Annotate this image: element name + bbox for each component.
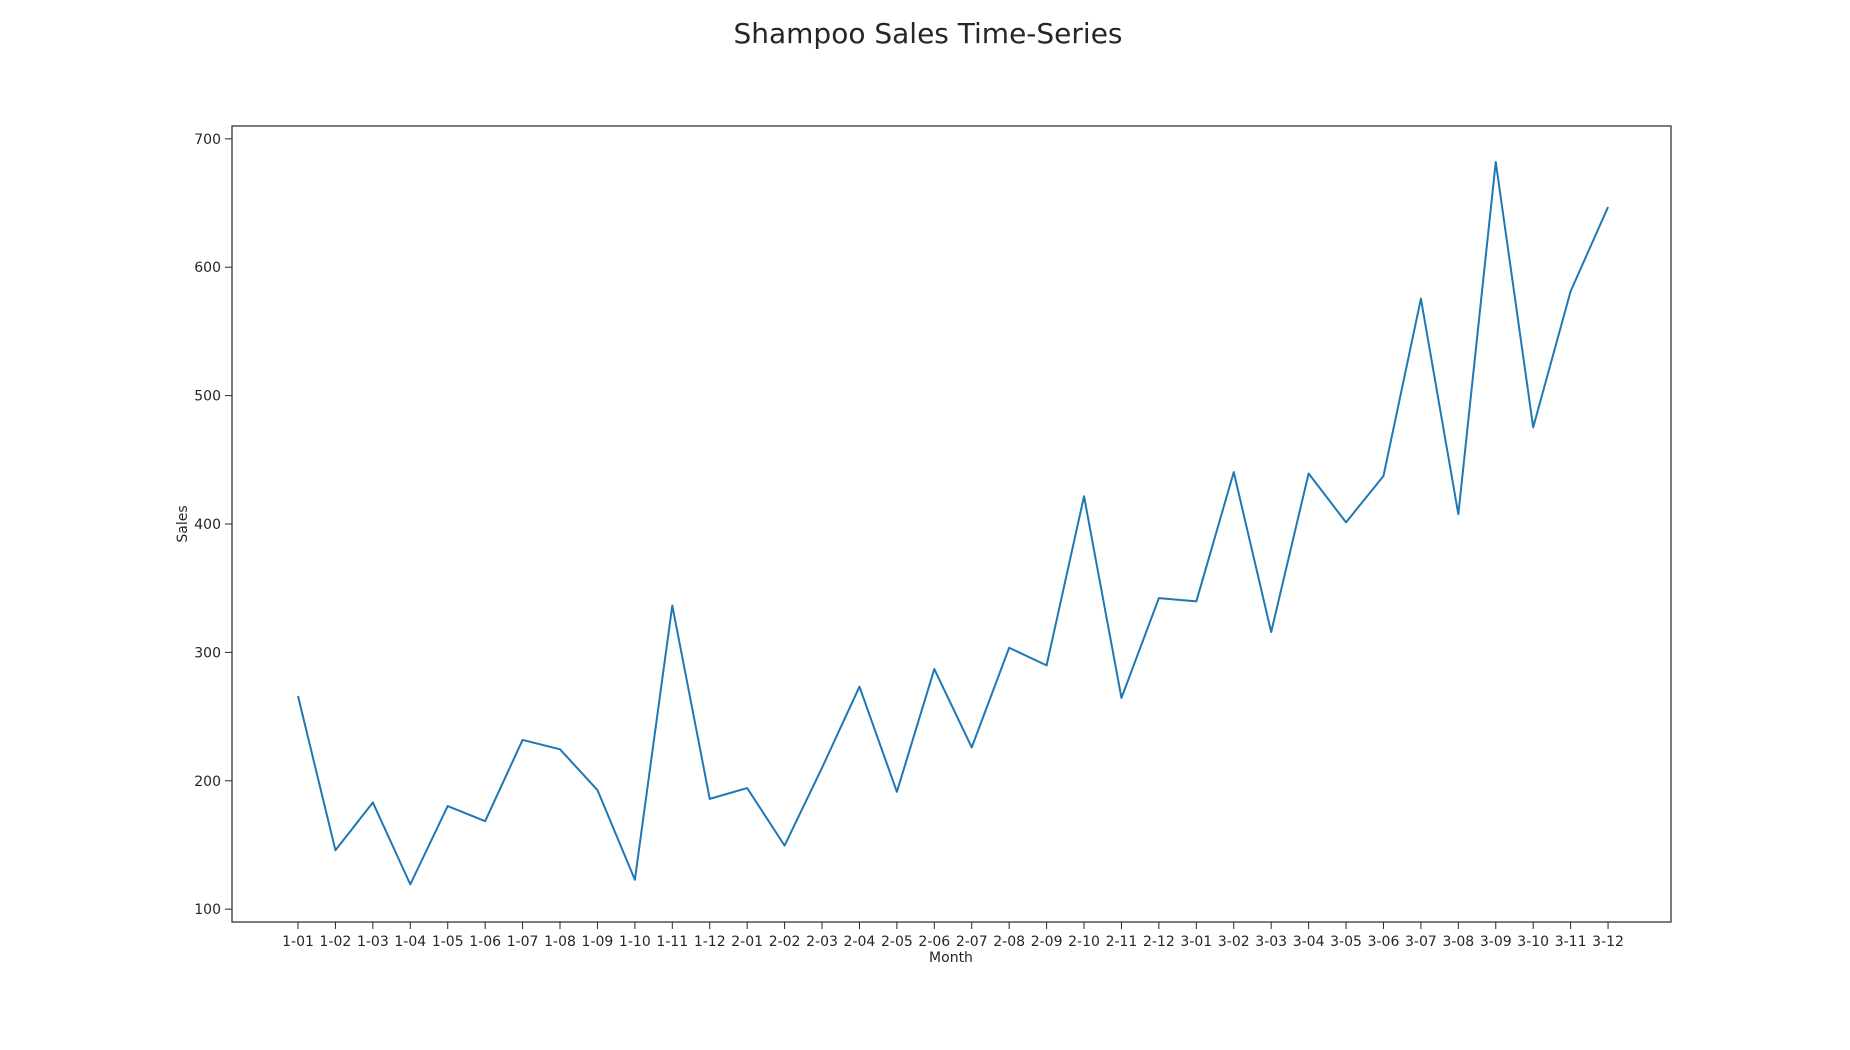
series-line-sales <box>297 160 1609 886</box>
x-tick-label: 3-12 <box>1592 934 1624 950</box>
data-point <box>1231 469 1237 475</box>
data-point <box>557 746 563 752</box>
x-tick-label: 3-05 <box>1330 934 1362 950</box>
data-point <box>370 799 376 805</box>
x-tick-label: 1-02 <box>320 934 352 950</box>
data-point <box>1493 159 1499 165</box>
x-tick-label: 3-02 <box>1218 934 1250 950</box>
data-point <box>1268 629 1274 635</box>
data-point <box>407 881 413 887</box>
data-point <box>707 796 713 802</box>
x-tick-label: 1-04 <box>394 934 426 950</box>
x-tick-label: 3-06 <box>1368 934 1400 950</box>
y-tick-label: 200 <box>194 774 221 790</box>
x-tick-label: 3-11 <box>1555 934 1587 950</box>
x-tick-label: 2-12 <box>1143 934 1175 950</box>
x-tick-label: 2-03 <box>806 934 838 950</box>
data-point <box>445 803 451 809</box>
data-point <box>782 843 788 849</box>
data-point <box>1530 424 1536 430</box>
chart-title: Shampoo Sales Time-Series <box>733 17 1122 50</box>
data-point <box>1605 204 1611 210</box>
data-point <box>669 603 675 609</box>
data-point <box>1118 695 1124 701</box>
x-tick-label: 1-03 <box>357 934 389 950</box>
y-tick-label: 700 <box>194 132 221 148</box>
y-axis-label: Sales <box>175 505 191 542</box>
x-tick-label: 3-09 <box>1480 934 1512 950</box>
x-tick-label: 2-05 <box>881 934 913 950</box>
x-tick-label: 2-04 <box>844 934 876 950</box>
data-point <box>1081 493 1087 499</box>
x-tick-label: 3-08 <box>1442 934 1474 950</box>
data-point <box>520 737 526 743</box>
y-axis: 100 200 300 400 500 600 700 <box>194 132 232 918</box>
data-point <box>1156 595 1162 601</box>
x-tick-label: 2-07 <box>956 934 988 950</box>
data-point <box>744 785 750 791</box>
x-tick-label: 1-12 <box>694 934 726 950</box>
data-point <box>969 744 975 750</box>
x-tick-label: 2-02 <box>769 934 801 950</box>
data-point <box>931 666 937 672</box>
data-point <box>856 684 862 690</box>
x-tick-label: 1-07 <box>507 934 539 950</box>
x-tick-label: 1-01 <box>282 934 314 950</box>
x-tick-label: 2-08 <box>993 934 1025 950</box>
data-point <box>1044 662 1050 668</box>
data-point <box>1455 511 1461 517</box>
x-tick-label: 1-08 <box>544 934 576 950</box>
data-point <box>594 787 600 793</box>
y-tick-label: 400 <box>194 517 221 533</box>
y-tick-label: 500 <box>194 389 221 405</box>
plot-frame <box>231 125 1672 923</box>
data-point <box>1568 288 1574 294</box>
x-tick-label: 2-06 <box>918 934 950 950</box>
x-tick-label: 3-03 <box>1255 934 1287 950</box>
x-tick-label: 3-07 <box>1405 934 1437 950</box>
x-axis-label: Month <box>929 950 973 966</box>
series-points <box>295 159 1611 887</box>
data-point <box>1193 598 1199 604</box>
x-tick-label: 3-04 <box>1293 934 1325 950</box>
data-point <box>1418 296 1424 302</box>
data-point <box>1380 473 1386 479</box>
data-point <box>894 789 900 795</box>
x-tick-label: 2-01 <box>731 934 763 950</box>
data-point <box>1306 471 1312 477</box>
data-point <box>1006 645 1012 651</box>
x-tick-label: 1-11 <box>656 934 688 950</box>
data-point <box>1343 519 1349 525</box>
x-tick-label: 1-05 <box>432 934 464 950</box>
x-tick-label: 1-06 <box>469 934 501 950</box>
y-tick-label: 300 <box>194 645 221 661</box>
x-tick-label: 1-09 <box>582 934 614 950</box>
data-point <box>332 847 338 853</box>
data-point <box>295 693 301 699</box>
x-tick-label: 3-10 <box>1517 934 1549 950</box>
x-tick-label: 2-09 <box>1031 934 1063 950</box>
x-axis: 1-01 1-02 1-03 1-04 1-05 1-06 1-07 1-08 1-09 1-10… <box>282 922 1624 950</box>
x-tick-label: 2-11 <box>1106 934 1138 950</box>
x-tick-label: 1-10 <box>619 934 651 950</box>
data-point <box>632 877 638 883</box>
y-tick-label: 600 <box>194 260 221 276</box>
x-tick-label: 3-01 <box>1180 934 1212 950</box>
data-point <box>819 765 825 771</box>
y-tick-label: 100 <box>194 902 221 918</box>
data-point <box>482 818 488 824</box>
x-tick-label: 2-10 <box>1068 934 1100 950</box>
